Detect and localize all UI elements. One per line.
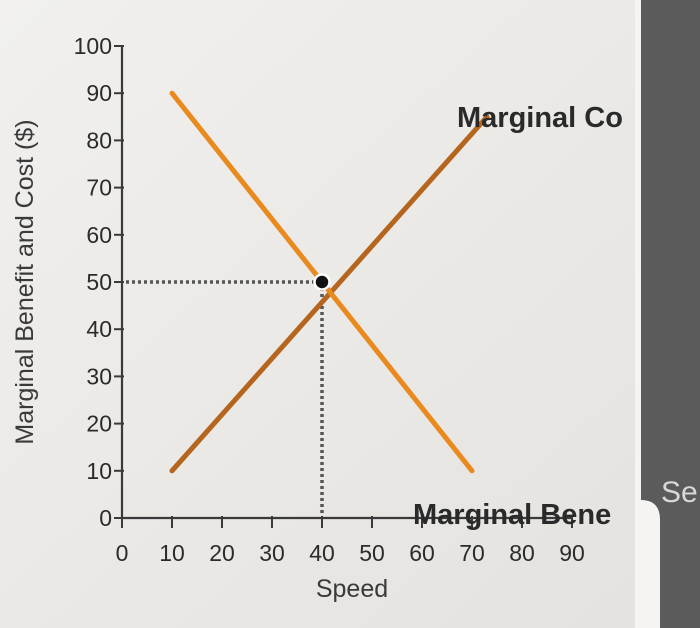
y-tick-label: 100 bbox=[74, 33, 112, 59]
y-tick-label: 30 bbox=[86, 363, 112, 389]
x-tick-label: 50 bbox=[359, 540, 385, 566]
y-tick-label: 50 bbox=[86, 269, 112, 295]
x-tick-label: 60 bbox=[409, 540, 435, 566]
equilibrium-guides bbox=[126, 280, 324, 516]
equilibrium-point bbox=[313, 273, 331, 291]
x-tick-label: 30 bbox=[259, 540, 285, 566]
overlay-side-text: Se bbox=[661, 476, 698, 509]
x-axis-title: Speed bbox=[316, 575, 388, 603]
y-tick-label: 80 bbox=[86, 127, 112, 153]
x-tick-label: 70 bbox=[459, 540, 485, 566]
y-tick-label: 0 bbox=[99, 505, 112, 531]
x-tick-label: 80 bbox=[509, 540, 535, 566]
series-label-0: Marginal Co bbox=[457, 102, 623, 134]
y-tick-label: 20 bbox=[86, 411, 112, 437]
y-tick-label: 60 bbox=[86, 222, 112, 248]
axes: 0 10 20 30 40 50 60 70 80 90 100 0 10 20 30 40 50 60 70 80 9… bbox=[74, 33, 585, 566]
y-tick-label: 10 bbox=[86, 458, 112, 484]
marker-layer bbox=[313, 273, 331, 291]
x-tick-label: 90 bbox=[559, 540, 585, 566]
y-tick-label: 40 bbox=[86, 316, 112, 342]
series-layer: Marginal Co Marginal Bene bbox=[169, 90, 623, 531]
x-tick-label: 10 bbox=[159, 540, 185, 566]
y-axis-title: Marginal Benefit and Cost ($) bbox=[11, 119, 39, 444]
x-tick-label: 0 bbox=[116, 540, 129, 566]
x-tick-label: 40 bbox=[309, 540, 335, 566]
y-tick-label: 70 bbox=[86, 175, 112, 201]
series-label-1: Marginal Bene bbox=[413, 499, 611, 531]
overlay-panel bbox=[641, 0, 700, 628]
x-tick-label: 20 bbox=[209, 540, 235, 566]
y-tick-label: 90 bbox=[86, 80, 112, 106]
